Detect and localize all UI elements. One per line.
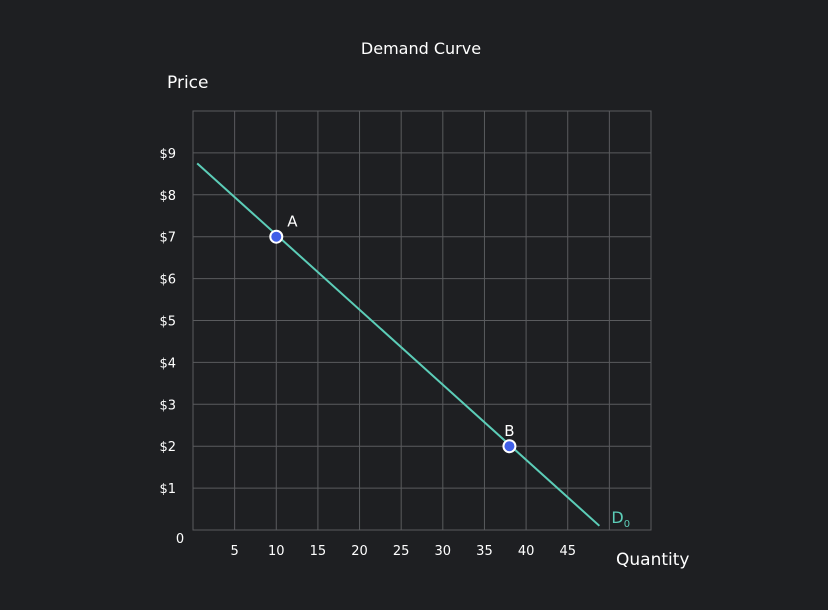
y-tick-label: $8	[159, 189, 176, 204]
x-tick-label: 40	[518, 544, 535, 559]
tick-labels: 5 10 15 20 25 30 35 40 45 $1 $2 $3 $4 $5 $6 $7 $8 $9	[159, 147, 576, 559]
points: AB	[269, 213, 517, 454]
y-tick-label: $5	[159, 315, 176, 330]
x-axis-title: Quantity	[616, 550, 689, 570]
x-tick-label: 10	[268, 544, 285, 559]
y-tick-label: $1	[159, 482, 176, 497]
demand-curve-line	[196, 162, 601, 527]
point-b	[502, 439, 517, 454]
x-tick-label: 20	[351, 544, 368, 559]
y-tick-label: $4	[159, 356, 176, 371]
y-axis-title: Price	[167, 73, 208, 93]
x-tick-label: 25	[393, 544, 410, 559]
chart-title: Demand Curve	[361, 39, 481, 58]
x-tick-label: 30	[435, 544, 452, 559]
y-tick-label: $7	[159, 231, 176, 246]
point-label: A	[287, 213, 298, 231]
series: D0	[196, 162, 630, 530]
x-tick-label: 15	[310, 544, 327, 559]
point-a	[269, 229, 284, 244]
x-tick-label: 5	[230, 544, 238, 559]
x-tick-label: 35	[476, 544, 493, 559]
curve-label: D0	[611, 508, 630, 530]
y-tick-label: $2	[159, 440, 176, 455]
grid	[192, 110, 652, 531]
y-tick-label: $3	[159, 398, 176, 413]
y-tick-label: $9	[159, 147, 176, 162]
origin-label: 0	[176, 532, 184, 547]
x-tick-label: 45	[559, 544, 576, 559]
y-tick-label: $6	[159, 273, 176, 288]
point-label: B	[504, 422, 514, 440]
